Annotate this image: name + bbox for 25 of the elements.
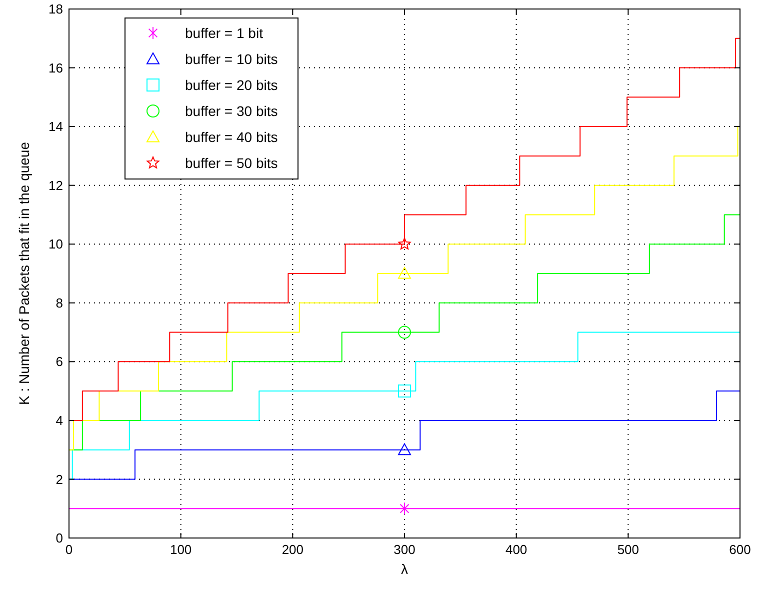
x-tick-label: 200 (282, 542, 304, 557)
y-tick-label: 8 (56, 295, 63, 310)
y-tick-label: 10 (48, 236, 63, 252)
y-tick-label: 12 (48, 178, 63, 193)
y-tick-label: 16 (48, 60, 63, 76)
x-axis-title: λ (401, 561, 408, 577)
x-tick-label: 100 (170, 542, 192, 557)
x-tick-label: 400 (505, 542, 528, 557)
x-tick-label: 300 (394, 542, 416, 557)
legend-label: buffer = 40 bits (185, 128, 278, 145)
legend-label: buffer = 20 bits (185, 76, 278, 93)
x-tick-label: 500 (617, 542, 640, 557)
legend-label: buffer = 50 bits (185, 154, 278, 171)
y-tick-label: 6 (56, 354, 63, 370)
legend-label: buffer = 30 bits (185, 102, 278, 119)
y-tick-label: 4 (56, 412, 63, 428)
y-tick-label: 2 (56, 472, 63, 487)
y-tick-label: 0 (56, 530, 63, 546)
y-tick-label: 14 (48, 119, 63, 134)
y-axis-title: K : Number of Packets that fit in the queue (16, 142, 32, 406)
legend-label: buffer = 1 bit (185, 24, 264, 41)
legend-label: buffer = 10 bits (185, 50, 278, 67)
x-tick-label: 600 (729, 542, 751, 557)
x-tick-label: 0 (65, 542, 73, 557)
y-tick-label: 18 (48, 2, 63, 17)
